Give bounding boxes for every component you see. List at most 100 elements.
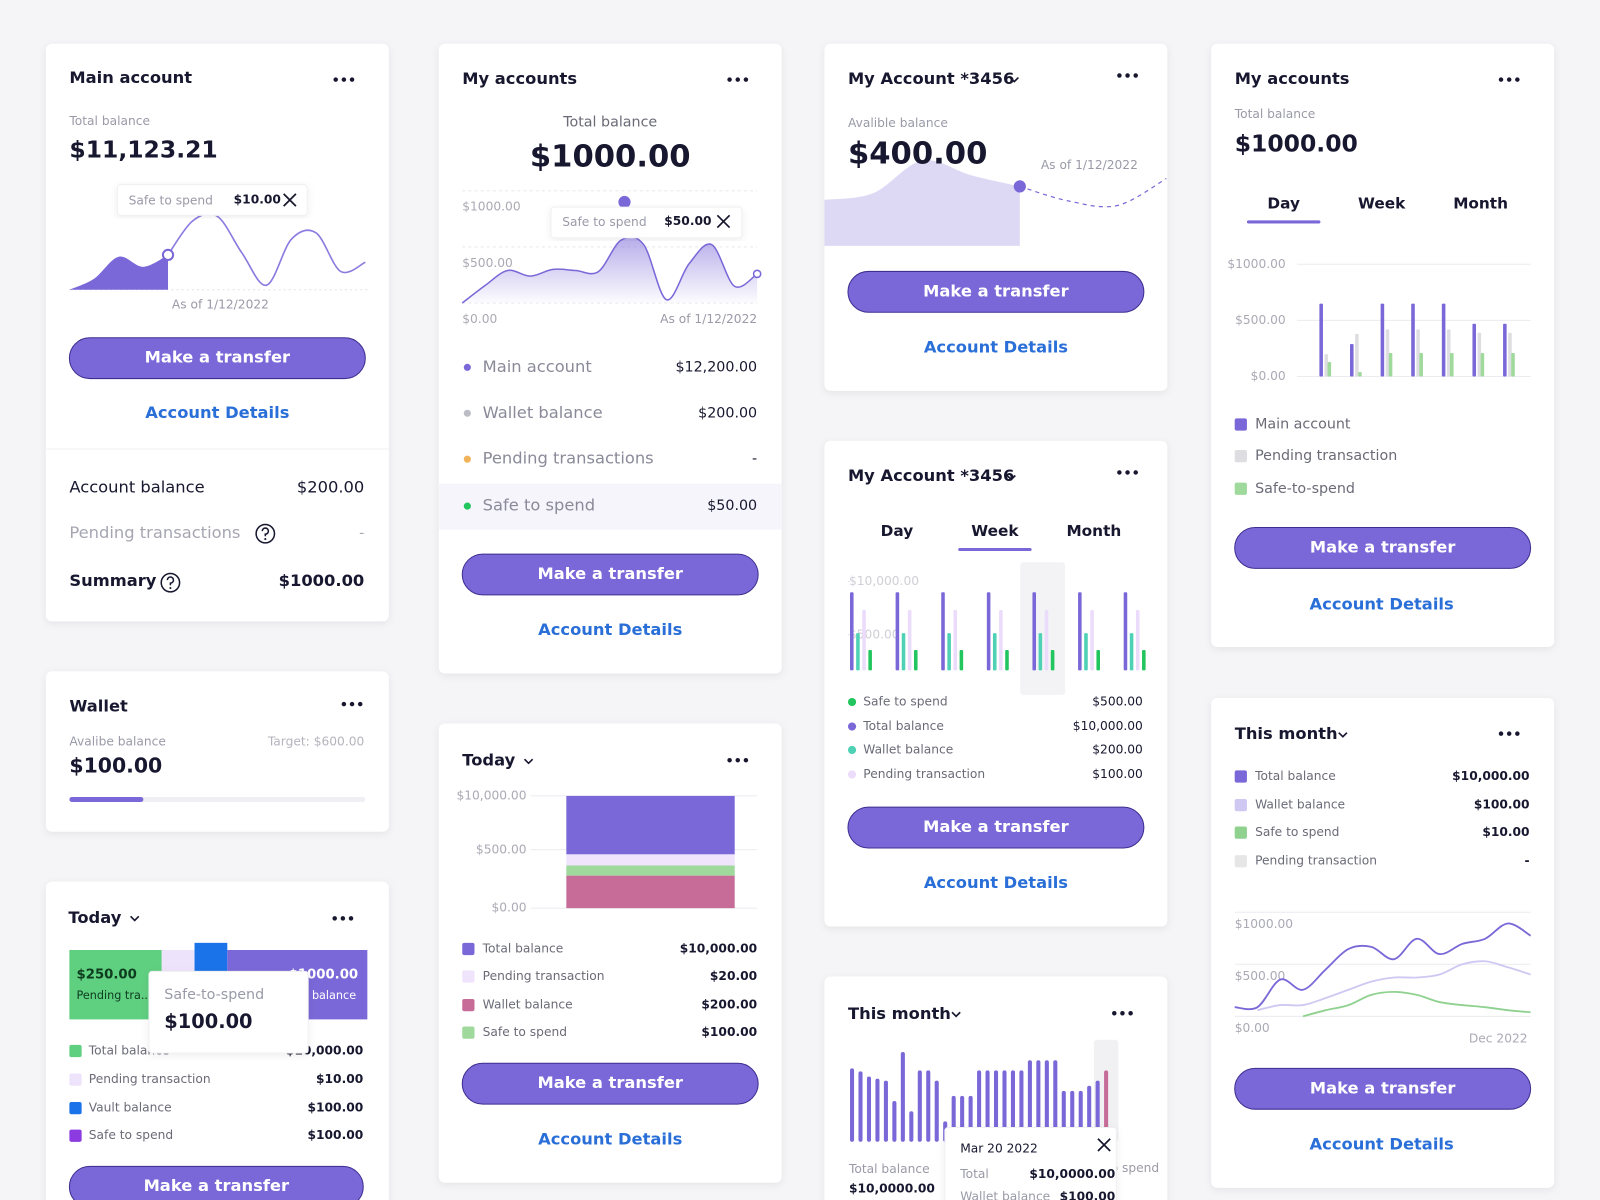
menu-dot[interactable] <box>1112 1011 1117 1016</box>
tab[interactable]: Week <box>971 522 1019 540</box>
legend-swatch <box>1234 418 1247 431</box>
tooltip <box>116 184 308 216</box>
details-link[interactable]: Account Details <box>538 1129 682 1148</box>
row-highlight <box>438 483 782 530</box>
menu-dot[interactable] <box>332 916 337 921</box>
menu-dot[interactable] <box>333 77 338 82</box>
details-link[interactable]: Account Details <box>924 337 1068 356</box>
menu-dot[interactable] <box>1506 731 1512 736</box>
chevron-icon[interactable] <box>130 915 140 922</box>
bar <box>999 610 1003 671</box>
bar <box>1090 610 1094 671</box>
help-icon <box>160 572 181 593</box>
menu-dot[interactable] <box>743 757 749 763</box>
details-link[interactable]: Account Details <box>538 620 682 639</box>
menu-dot[interactable] <box>1515 731 1520 736</box>
chevron-icon[interactable] <box>1006 474 1016 481</box>
menu-dot[interactable] <box>1515 77 1520 82</box>
tab[interactable]: Month <box>1453 195 1508 213</box>
tab[interactable]: Day <box>881 522 914 540</box>
menu-dot[interactable] <box>727 77 732 82</box>
button-label[interactable]: Make a transfer <box>1310 1078 1455 1097</box>
details-link[interactable]: Account Details <box>145 403 289 422</box>
bar <box>992 633 997 671</box>
label: balance <box>312 989 356 1002</box>
legend-value: $200.00 <box>1092 743 1143 757</box>
menu-dot[interactable] <box>1125 470 1130 475</box>
menu-dot[interactable] <box>340 916 346 921</box>
label: Safe to spend <box>129 194 213 208</box>
button-label[interactable]: Make a transfer <box>923 281 1068 300</box>
menu-dot[interactable] <box>1128 1011 1133 1016</box>
bar <box>985 1070 990 1142</box>
label: $50.00 <box>664 214 711 228</box>
label: Summary <box>69 571 156 590</box>
legend-label: Safe to spend <box>1255 825 1339 839</box>
bar <box>1005 649 1009 671</box>
bar <box>1032 592 1037 671</box>
card <box>45 671 389 832</box>
button-label[interactable]: Make a transfer <box>145 348 290 367</box>
transfer-button[interactable] <box>461 1062 759 1105</box>
y-tick-label: $500.00 <box>1235 969 1286 983</box>
button-label[interactable]: Make a transfer <box>923 817 1068 836</box>
details-link[interactable]: Account Details <box>1310 1134 1454 1153</box>
details-link[interactable]: Account Details <box>924 873 1068 892</box>
menu-dot[interactable] <box>1117 73 1122 78</box>
button-label[interactable]: Make a transfer <box>537 1073 682 1092</box>
close-icon[interactable] <box>1097 1138 1111 1152</box>
chevron-icon[interactable] <box>1009 76 1019 83</box>
legend-swatch <box>462 998 475 1012</box>
transfer-button[interactable] <box>847 270 1145 313</box>
button-label[interactable]: Make a transfer <box>537 564 682 583</box>
menu-dot[interactable] <box>349 77 355 82</box>
row-value: $12,200.00 <box>675 359 757 375</box>
menu-dot[interactable] <box>341 77 347 82</box>
menu-dot[interactable] <box>341 701 347 707</box>
menu-dot[interactable] <box>1133 470 1138 475</box>
menu-dot[interactable] <box>735 77 740 82</box>
label: Pending transactions <box>483 449 654 468</box>
menu-dot[interactable] <box>357 701 363 707</box>
chevron-icon[interactable] <box>1338 732 1348 738</box>
bar <box>1104 1070 1109 1142</box>
transfer-button[interactable] <box>847 806 1145 849</box>
close-icon[interactable] <box>716 214 731 229</box>
button-label[interactable]: Make a transfer <box>1310 537 1455 556</box>
row-dot <box>463 409 471 417</box>
card-title: Today <box>68 908 121 927</box>
menu-dot[interactable] <box>735 757 740 763</box>
menu-dot[interactable] <box>1498 77 1504 82</box>
menu-dot[interactable] <box>743 77 749 82</box>
menu-dot[interactable] <box>727 757 732 763</box>
menu-dot[interactable] <box>1133 73 1138 78</box>
transfer-button[interactable] <box>461 553 759 596</box>
button-label[interactable]: Make a transfer <box>144 1176 289 1195</box>
tab[interactable]: Month <box>1066 522 1121 540</box>
transfer-button[interactable] <box>1234 1067 1532 1110</box>
label: Main account <box>483 357 592 376</box>
help-dot <box>169 587 172 590</box>
details-link[interactable]: Account Details <box>1310 595 1454 614</box>
transfer-button[interactable] <box>1234 527 1532 569</box>
menu-dot[interactable] <box>348 916 354 921</box>
chevron-icon[interactable] <box>523 758 534 765</box>
tab[interactable]: Day <box>1267 195 1300 213</box>
legend-value: $10.00 <box>1482 825 1529 839</box>
balance: $1000.00 <box>1235 129 1358 157</box>
menu-dot[interactable] <box>1117 470 1122 475</box>
transfer-button[interactable] <box>68 1165 364 1200</box>
chevron-icon[interactable] <box>951 1011 961 1018</box>
menu-dot[interactable] <box>349 701 355 707</box>
menu-dot[interactable] <box>1120 1011 1125 1016</box>
menu-dot[interactable] <box>1125 73 1130 78</box>
transfer-button[interactable] <box>68 337 366 380</box>
menu-dot[interactable] <box>1498 731 1504 736</box>
close-icon[interactable] <box>283 193 297 207</box>
card-title: This month <box>848 1004 951 1023</box>
tooltip <box>550 206 743 239</box>
line <box>1257 960 1531 1012</box>
menu-dot[interactable] <box>1506 77 1512 82</box>
legend-label: Total balance <box>482 941 564 955</box>
tab[interactable]: Week <box>1358 195 1406 213</box>
